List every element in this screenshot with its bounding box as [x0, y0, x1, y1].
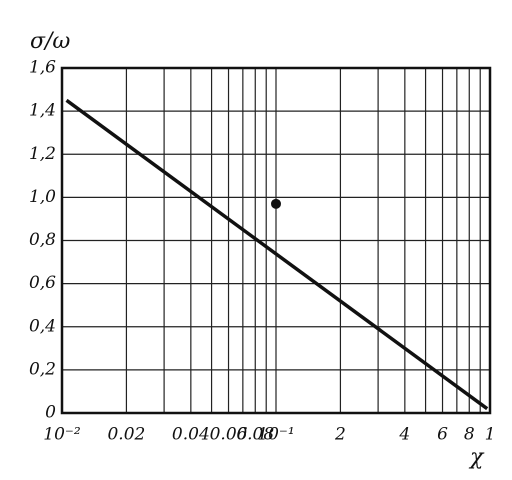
x-tick-label: 2	[334, 425, 346, 445]
x-tick-label: 1	[485, 425, 496, 445]
y-tick-label: 0,8	[29, 230, 56, 250]
y-tick-label: 0,2	[29, 359, 56, 379]
x-tick-label: 10⁻²	[43, 425, 81, 445]
y-tick-label: 0,4	[29, 316, 56, 336]
y-tick-label: 0	[45, 403, 56, 423]
y-tick-label: 1,4	[29, 101, 56, 121]
x-tick-label: 0.02	[107, 425, 145, 445]
y-tick-label: 0,6	[29, 273, 56, 293]
x-tick-label: 0.04	[172, 425, 210, 445]
x-tick-label: 8	[464, 425, 475, 445]
y-tick-label: 1,6	[29, 58, 56, 78]
y-tick-label: 1,0	[29, 187, 56, 207]
point	[271, 198, 281, 209]
x-tick-label: 0.08	[236, 425, 274, 445]
y-tick-label: 1,2	[29, 144, 56, 164]
plot-frame	[60, 66, 492, 415]
line	[65, 98, 489, 411]
x-tick-label: 6	[437, 425, 448, 445]
x-tick-label: 4	[398, 425, 410, 445]
y-axis-label: σ/ω	[30, 29, 70, 54]
x-axis-label: χ	[468, 445, 485, 470]
x-tick-label: 10⁻¹	[257, 425, 294, 445]
x-tick-label: 0.06	[210, 425, 248, 445]
